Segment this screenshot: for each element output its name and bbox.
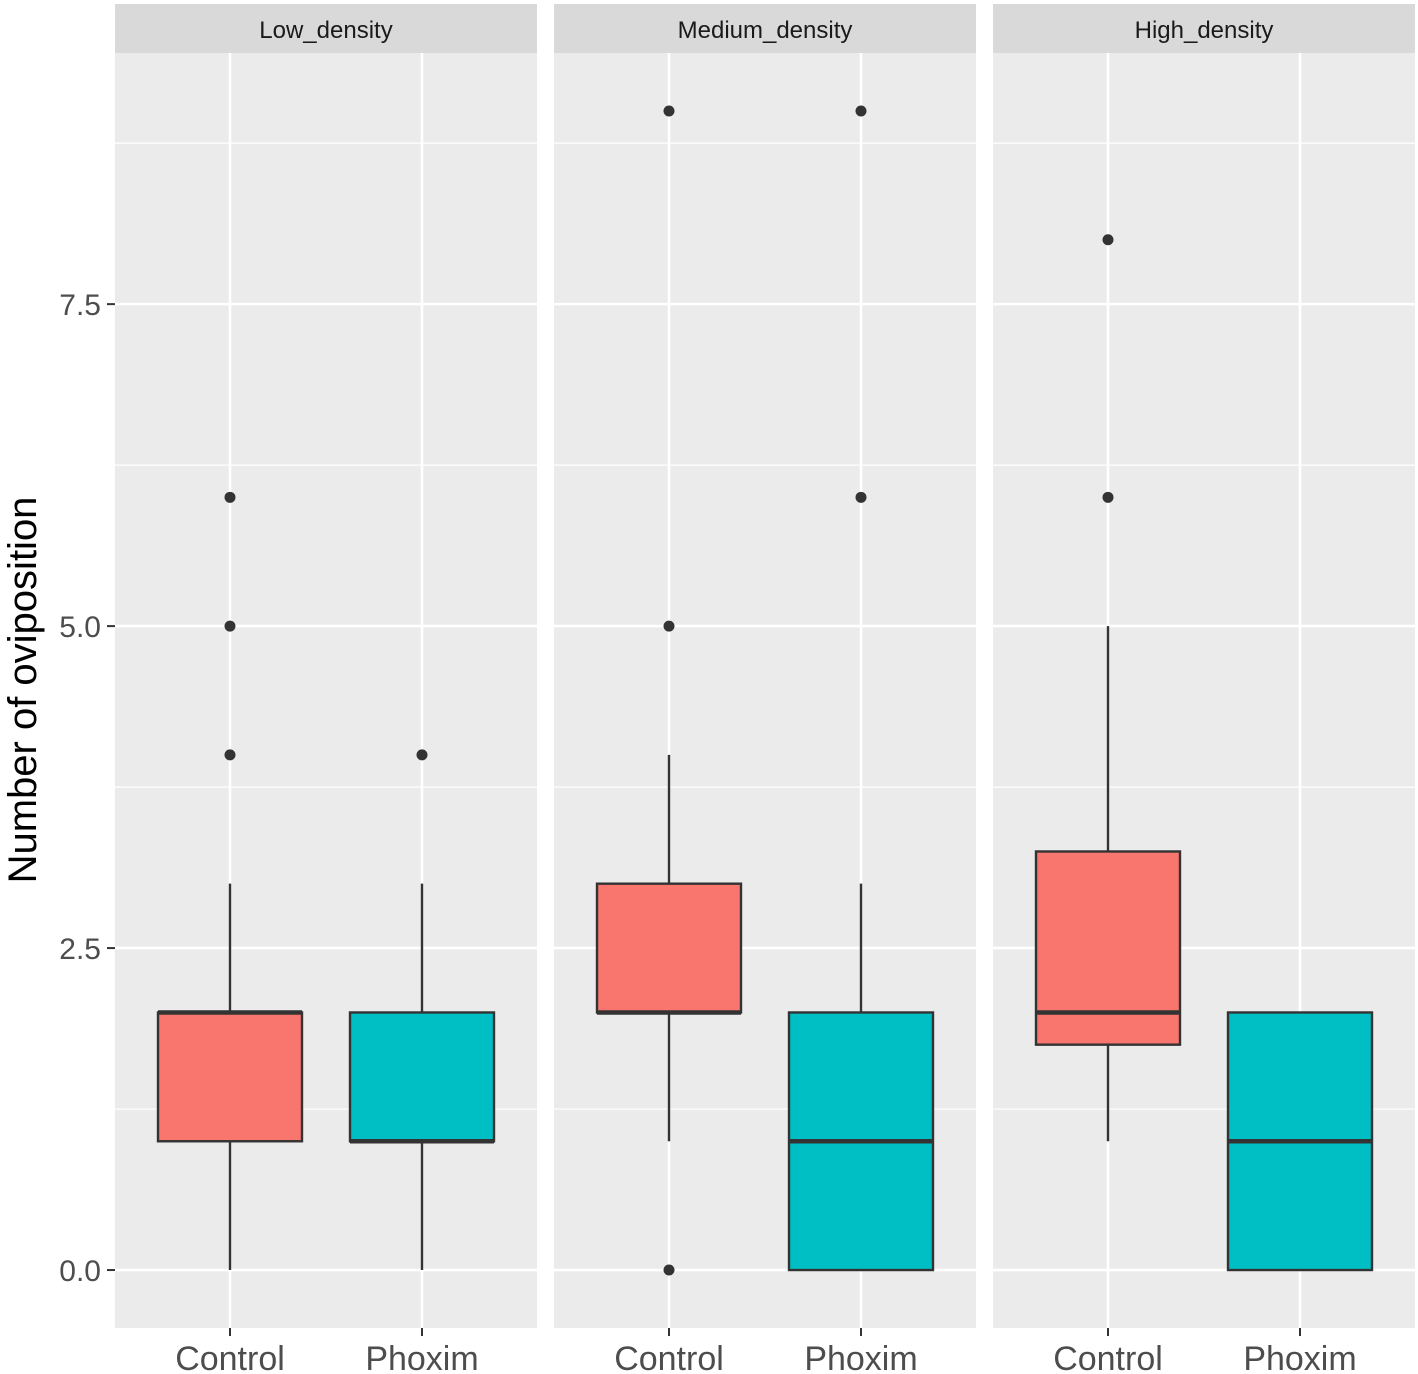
box-control xyxy=(595,105,743,1276)
y-tick-label: 5.0 xyxy=(59,611,101,644)
outlier-point xyxy=(855,105,867,117)
box-body xyxy=(156,1011,304,1143)
box-control xyxy=(1034,234,1182,1142)
outlier-point xyxy=(416,749,428,761)
facet-strip xyxy=(993,4,1415,53)
box-phoxim xyxy=(1226,1011,1374,1272)
x-tick-label: Phoxim xyxy=(804,1340,917,1374)
box-body xyxy=(348,1011,496,1143)
y-tick-label: 2.5 xyxy=(59,933,101,966)
outlier-point xyxy=(224,749,236,761)
box-body xyxy=(595,882,743,1014)
outlier-point xyxy=(224,620,236,632)
panel-low-density: Low_density Control Phoxim xyxy=(115,4,537,1374)
x-tick-label: Control xyxy=(614,1340,724,1374)
x-tick-label: Phoxim xyxy=(365,1340,478,1374)
facet-strip xyxy=(554,4,976,53)
y-tick-label: 7.5 xyxy=(59,289,101,322)
box-control xyxy=(156,491,304,1271)
facet-strip-label: Low_density xyxy=(259,17,392,44)
facet-strip-label: High_density xyxy=(1135,17,1274,44)
y-axis: 0.0 2.5 5.0 7.5 xyxy=(59,289,115,1288)
box-phoxim xyxy=(348,749,496,1271)
panel-medium-density: Medium_density Control Phoxim xyxy=(554,4,976,1374)
x-tick-label: Phoxim xyxy=(1243,1340,1356,1374)
y-tick-label: 0.0 xyxy=(59,1255,101,1288)
outlier-point xyxy=(1102,491,1114,503)
outlier-point xyxy=(663,620,675,632)
y-axis-title: Number of oviposition xyxy=(1,497,45,884)
outlier-point xyxy=(1102,234,1114,246)
panel-high-density: High_density Control Phoxim xyxy=(993,4,1415,1374)
box-body xyxy=(1034,850,1182,1046)
outlier-point xyxy=(663,105,675,117)
outlier-point xyxy=(855,491,867,503)
x-tick-label: Control xyxy=(1053,1340,1163,1374)
facet-strip xyxy=(115,4,537,53)
outlier-point xyxy=(663,1264,675,1276)
box-phoxim xyxy=(787,105,935,1272)
outlier-point xyxy=(224,491,236,503)
facet-strip-label: Medium_density xyxy=(678,17,853,44)
x-tick-label: Control xyxy=(175,1340,285,1374)
